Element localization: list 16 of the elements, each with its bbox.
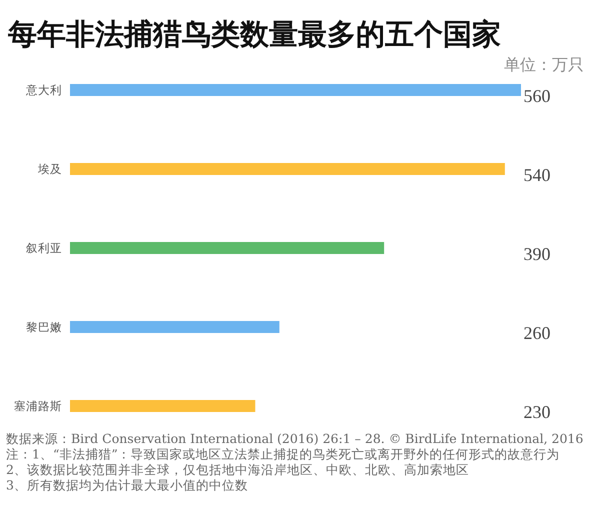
category-label: 意大利	[26, 83, 62, 97]
data-label: 560	[524, 86, 550, 106]
data-label: 260	[524, 323, 550, 343]
data-label: 540	[524, 165, 550, 185]
annotation: 3、所有数据均为估计最大最小值的中位数	[6, 478, 248, 492]
data-label: 390	[524, 244, 550, 264]
category-label: 黎巴嫩	[26, 320, 62, 334]
data-label: 230	[524, 402, 550, 422]
category-label: 塞浦路斯	[14, 399, 62, 413]
annotation: 注：1、“非法捕猎”：导致国家或地区立法禁止捕捉的鸟类死亡或离开野外的任何形式的故意行为	[6, 446, 560, 462]
category-label: 埃及	[38, 162, 62, 176]
category-label: 叙利亚	[26, 241, 62, 255]
annotation: 2、该数据比较范围并非全球，仅包括地中海沿岸地区、中欧、北欧、高加索地区	[6, 462, 469, 477]
subtitle: 单位：万只	[504, 55, 584, 74]
annotation: 数据来源：Bird Conservation International (2016) 26:1 – 28. © BirdLife International, 2016	[6, 431, 584, 446]
title: 每年非法捕猎鸟类数量最多的五个国家	[8, 19, 501, 51]
